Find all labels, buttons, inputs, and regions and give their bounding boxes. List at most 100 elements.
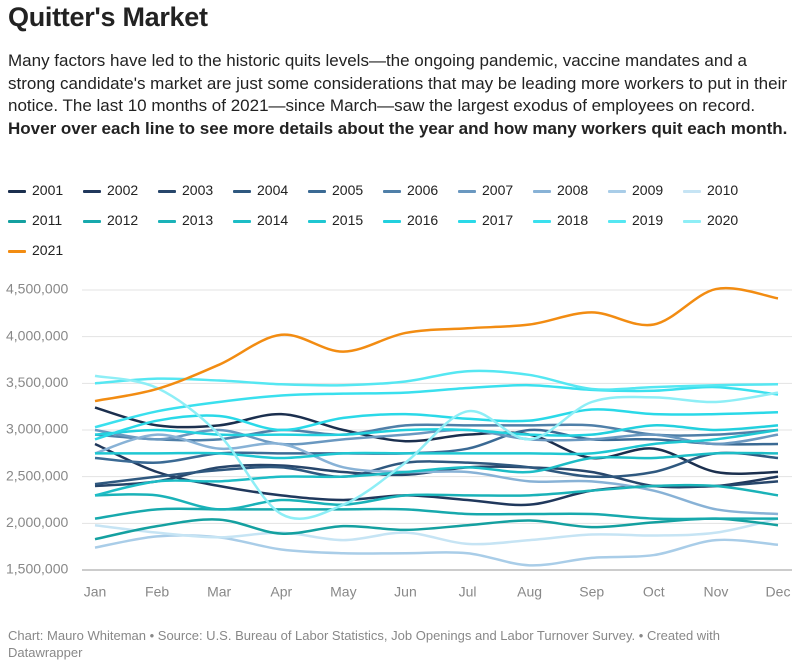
x-tick-label: May — [330, 584, 356, 600]
y-tick-label: 3,500,000 — [6, 374, 68, 390]
legend-entry[interactable]: 2012 — [83, 210, 138, 230]
legend-swatch — [533, 189, 551, 193]
series-line — [94, 369, 779, 391]
series-line — [94, 517, 779, 541]
legend-label: 2013 — [182, 212, 214, 228]
legend-swatch — [233, 189, 251, 193]
series-line — [94, 408, 779, 441]
series-line — [94, 433, 779, 516]
series-line — [94, 424, 779, 437]
legend-label: 2019 — [632, 212, 664, 228]
legend-swatch — [233, 219, 251, 223]
legend-entry[interactable]: 2016 — [383, 210, 438, 230]
legend-label: 2011 — [32, 212, 63, 228]
legend-label: 2002 — [107, 182, 139, 198]
chart-title: Quitter's Market — [8, 2, 208, 32]
legend-entry[interactable]: 2010 — [683, 180, 738, 200]
legend-label: 2007 — [482, 182, 514, 198]
legend-entry[interactable]: 2003 — [158, 180, 213, 200]
x-tick-label: Jun — [394, 584, 417, 600]
footnote: Chart: Mauro Whiteman • Source: U.S. Bur… — [8, 628, 720, 660]
description-text: Many factors have led to the historic qu… — [8, 51, 788, 115]
legend-label: 2010 — [707, 182, 739, 198]
legend-entry[interactable]: 2018 — [533, 210, 588, 230]
legend-label: 2018 — [557, 212, 589, 228]
legend-label: 2015 — [332, 212, 364, 228]
x-tick-label: Mar — [207, 584, 231, 600]
legend-label: 2016 — [407, 212, 439, 228]
legend-swatch — [533, 219, 551, 223]
legend-entry[interactable]: 2001 — [8, 180, 63, 200]
x-tick-label: Apr — [270, 584, 292, 600]
description: Many factors have led to the historic qu… — [8, 50, 793, 140]
legend-swatch — [683, 189, 701, 193]
y-tick-label: 2,000,000 — [6, 514, 68, 530]
legend-entry[interactable]: 2011 — [8, 210, 62, 230]
series-line — [94, 374, 779, 520]
series-line — [94, 406, 779, 475]
legend-swatch — [83, 189, 101, 193]
legend-label: 2017 — [482, 212, 514, 228]
series-line — [94, 451, 779, 497]
series-line — [94, 286, 779, 403]
legend-entry[interactable]: 2007 — [458, 180, 513, 200]
legend-label: 2021 — [32, 242, 64, 258]
y-tick-label: 4,500,000 — [6, 281, 68, 297]
legend-swatch — [83, 219, 101, 223]
legend-label: 2012 — [107, 212, 139, 228]
series-line — [94, 507, 778, 521]
legend-swatch — [458, 219, 476, 223]
legend-entry[interactable]: 2009 — [608, 180, 663, 200]
legend-swatch — [683, 219, 701, 223]
legend-swatch — [158, 219, 176, 223]
series-line — [94, 451, 779, 486]
legend-label: 2006 — [407, 182, 439, 198]
x-tick-label: Oct — [643, 584, 665, 600]
series-line — [94, 383, 779, 429]
legend-entry[interactable]: 2015 — [308, 210, 363, 230]
legend-entry[interactable]: 2002 — [83, 180, 138, 200]
legend-swatch — [8, 249, 26, 253]
y-tick-label: 2,500,000 — [6, 467, 68, 483]
description-bold: Hover over each line to see more details… — [8, 118, 788, 138]
series-line — [94, 428, 779, 446]
legend-swatch — [308, 219, 326, 223]
legend-entry[interactable]: 2005 — [308, 180, 363, 200]
x-tick-label: Sep — [579, 584, 604, 600]
legend-entry[interactable]: 2004 — [233, 180, 288, 200]
x-tick-label: Feb — [145, 584, 169, 600]
series-line — [94, 534, 779, 567]
legend-entry[interactable]: 2021 — [8, 240, 63, 260]
legend-label: 2008 — [557, 182, 589, 198]
legend-entry[interactable]: 2006 — [383, 180, 438, 200]
series-line — [94, 517, 779, 546]
x-tick-label: Aug — [517, 584, 542, 600]
legend-label: 2009 — [632, 182, 664, 198]
x-tick-label: Jul — [459, 584, 477, 600]
legend-entry[interactable]: 2013 — [158, 210, 213, 230]
legend-entry[interactable]: 2019 — [608, 210, 663, 230]
legend-label: 2014 — [257, 212, 289, 228]
x-tick-label: Nov — [703, 584, 728, 600]
legend-swatch — [308, 189, 326, 193]
legend-label: 2004 — [257, 182, 289, 198]
legend-swatch — [608, 219, 626, 223]
legend-swatch — [383, 219, 401, 223]
legend-swatch — [8, 219, 26, 223]
series-line — [94, 483, 779, 511]
legend-swatch — [458, 189, 476, 193]
legend-label: 2001 — [32, 182, 64, 198]
legend-label: 2020 — [707, 212, 739, 228]
y-tick-label: 4,000,000 — [6, 327, 68, 343]
legend-label: 2005 — [332, 182, 364, 198]
y-tick-label: 3,000,000 — [6, 421, 68, 437]
legend-entry[interactable]: 2017 — [458, 210, 513, 230]
legend-swatch — [383, 189, 401, 193]
legend-swatch — [8, 189, 26, 193]
legend-entry[interactable]: 2008 — [533, 180, 588, 200]
legend-entry[interactable]: 2020 — [683, 210, 738, 230]
legend-entry[interactable]: 2014 — [233, 210, 288, 230]
x-tick-label: Jan — [84, 584, 107, 600]
x-tick-label: Dec — [766, 584, 791, 600]
